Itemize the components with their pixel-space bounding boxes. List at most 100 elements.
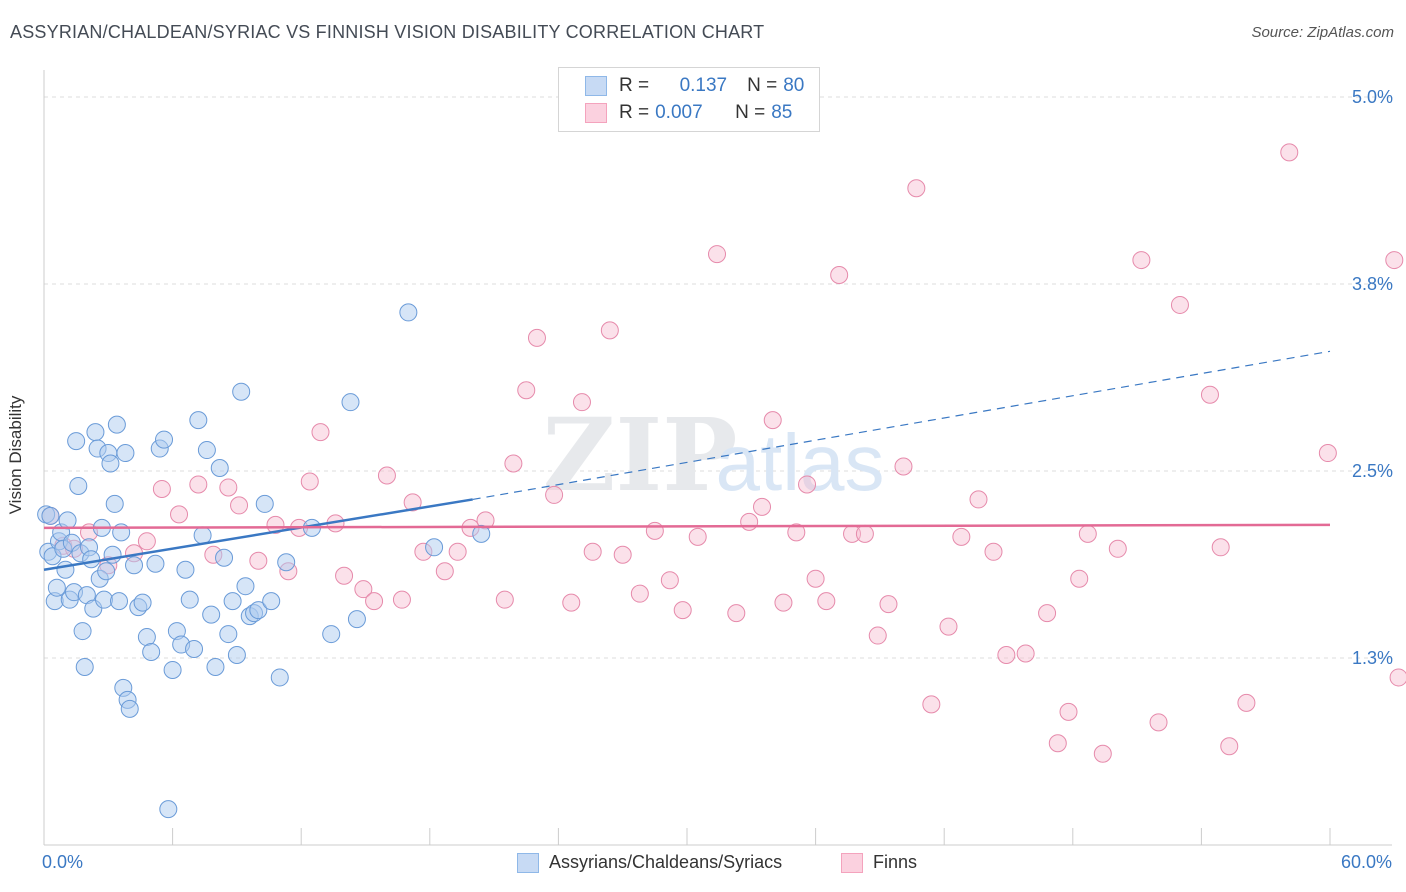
finns-point <box>377 466 396 485</box>
watermark-atlas: atlas <box>716 418 885 507</box>
assyrian-point <box>341 393 360 412</box>
finns-point <box>1048 734 1067 753</box>
finns-point <box>613 545 632 564</box>
assyrian-point <box>210 459 229 478</box>
assyrian-point <box>142 643 161 662</box>
finns-point <box>1108 539 1127 558</box>
finns-point <box>868 626 887 645</box>
assyrian-point <box>270 668 289 687</box>
assyrian-point <box>95 590 114 609</box>
finns-point <box>527 328 546 347</box>
finns-point <box>1170 295 1189 314</box>
legend-r-label: R = <box>619 102 650 123</box>
assyrian-trend-extension <box>472 350 1331 501</box>
finns-point <box>1078 524 1097 543</box>
assyrian-point <box>202 605 221 624</box>
assyrian-point <box>255 494 274 513</box>
finns-point <box>435 562 454 581</box>
y-tick-label: 3.8% <box>1352 274 1393 294</box>
finns-point <box>879 595 898 614</box>
finns-point <box>1038 604 1057 623</box>
assyrian-point <box>41 506 60 525</box>
finns-point <box>1237 693 1256 712</box>
finns-point <box>894 457 913 476</box>
finns-point <box>727 604 746 623</box>
assyrian-point <box>105 494 124 513</box>
finns-point <box>365 592 384 611</box>
finns-point <box>1132 251 1151 270</box>
legend-swatch-blue <box>585 76 607 96</box>
finns-point <box>311 423 330 442</box>
legend-row-finns: R = 0.007 N = 85 <box>585 101 792 125</box>
finns-point <box>787 523 806 542</box>
legend-box: R = 0.137 N = 80 R = 0.007 N = 85 <box>558 67 820 132</box>
assyrian-point <box>73 622 92 641</box>
assyrian-point <box>101 454 120 473</box>
finns-point <box>922 695 941 714</box>
x-tick-min: 0.0% <box>42 852 84 872</box>
x-tick-max: 60.0% <box>1340 852 1392 872</box>
y-tick-label: 2.5% <box>1352 461 1393 481</box>
bottom-legend-swatch-blue <box>517 852 539 873</box>
y-tick-labels: 1.3% 2.5% 3.8% 5.0% <box>1352 87 1393 668</box>
finns-point <box>354 580 373 599</box>
finns-point <box>1059 702 1078 721</box>
assyrian-point <box>322 625 341 644</box>
finns-points <box>41 143 1406 763</box>
assyrian-point <box>155 430 174 449</box>
assyrian-point <box>176 560 195 579</box>
chart-source: Source: ZipAtlas.com <box>1251 24 1394 41</box>
finns-point <box>969 490 988 509</box>
y-tick-label: 1.3% <box>1352 648 1393 668</box>
assyrian-point <box>146 554 165 573</box>
assyrian-point <box>472 524 491 543</box>
assyrian-point <box>193 526 212 545</box>
finns-point <box>1385 251 1404 270</box>
bottom-legend-swatch-pink <box>841 852 863 873</box>
finns-point <box>137 532 156 551</box>
assyrian-point <box>137 628 156 647</box>
y-axis-label: Vision Disability <box>6 395 25 515</box>
bottom-legend-finns: Finns <box>841 852 917 873</box>
finns-point <box>170 505 189 524</box>
grid-layer <box>44 96 1392 659</box>
finns-point <box>798 475 817 494</box>
watermark-zip: ZIP <box>543 396 738 514</box>
assyrian-trend-line <box>43 498 473 571</box>
assyrian-point <box>133 593 152 612</box>
assyrian-point <box>69 476 88 495</box>
bottom-legend-label: Assyrians/Chaldeans/Syriacs <box>549 852 783 872</box>
legend-n-value: 85 <box>771 102 793 123</box>
finns-point <box>1070 569 1089 588</box>
bottom-legend-label: Finns <box>873 852 918 872</box>
assyrian-point <box>232 382 251 401</box>
assyrian-point <box>110 592 129 611</box>
assyrian-point <box>277 553 296 572</box>
assyrian-point <box>215 548 234 567</box>
finns-point <box>266 515 285 534</box>
finns-point <box>448 542 467 561</box>
finns-trend-line <box>43 523 1331 530</box>
assyrian-point <box>399 303 418 322</box>
finns-point <box>335 566 354 585</box>
finns-point <box>1280 143 1299 162</box>
finns-point <box>997 646 1016 665</box>
finns-point <box>763 411 782 430</box>
finns-point <box>562 593 581 612</box>
assyrian-point <box>163 660 182 679</box>
finns-point <box>939 617 958 636</box>
finns-point <box>152 479 171 498</box>
axis-layer <box>43 70 1392 846</box>
finns-point <box>688 527 707 546</box>
assyrian-point <box>120 699 139 718</box>
legend-n-value: 80 <box>783 75 805 96</box>
assyrian-point <box>82 550 101 569</box>
chart-title: ASSYRIAN/CHALDEAN/SYRIAC VS FINNISH VISI… <box>10 22 765 42</box>
assyrian-point <box>347 610 366 629</box>
assyrian-point <box>206 657 225 676</box>
legend-r-value: 0.007 <box>655 102 703 123</box>
finns-point <box>1211 538 1230 557</box>
finns-point <box>545 485 564 504</box>
finns-point <box>583 542 602 561</box>
